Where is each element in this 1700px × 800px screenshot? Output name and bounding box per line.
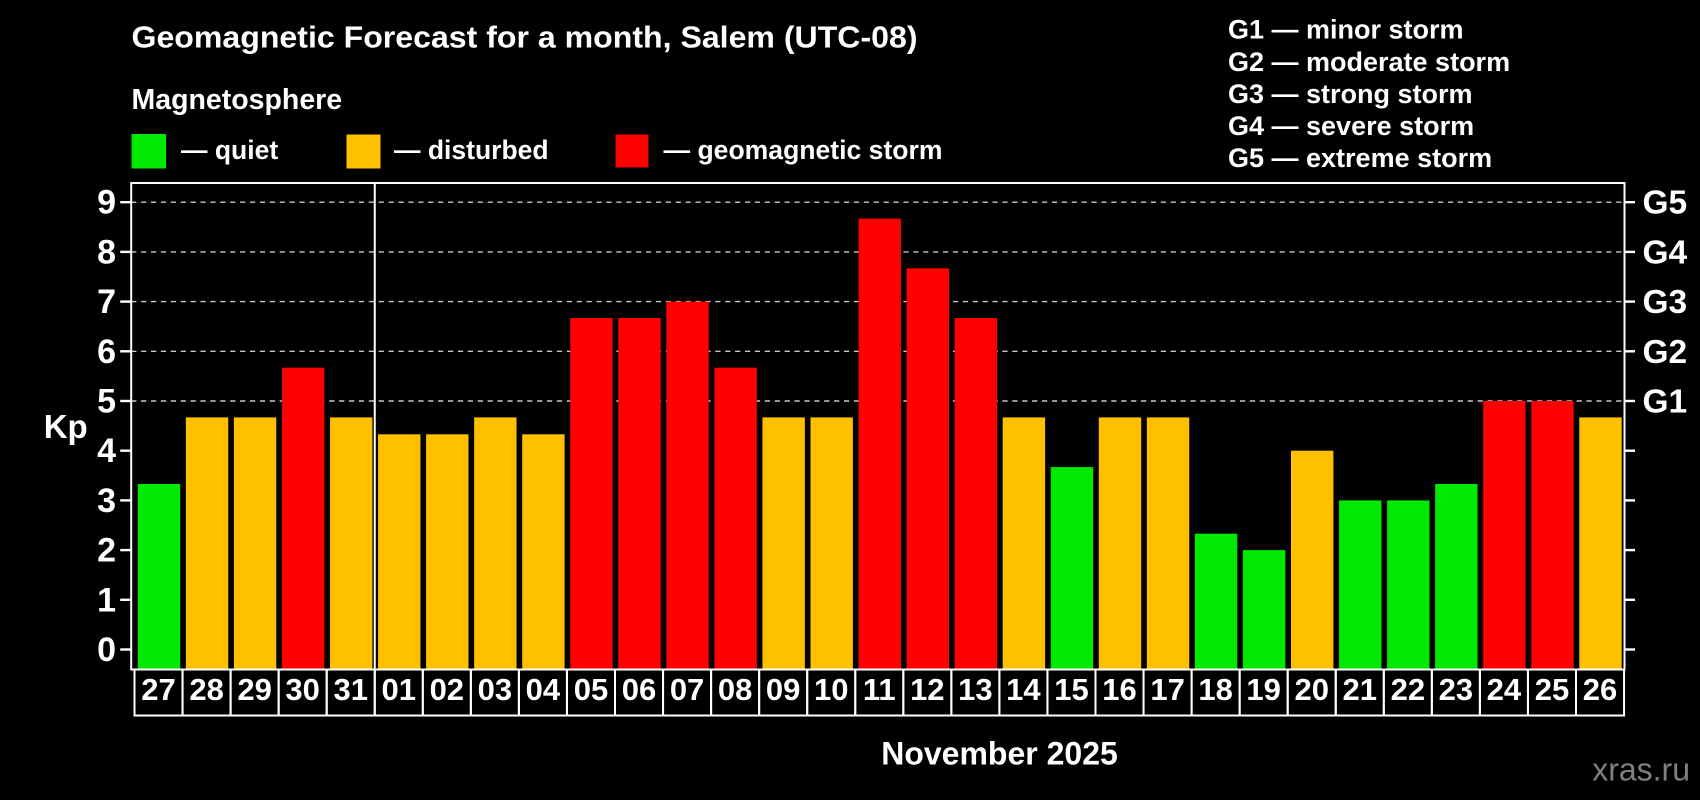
- svg-text:0: 0: [97, 631, 116, 669]
- svg-text:6: 6: [97, 333, 116, 371]
- svg-text:27: 27: [141, 672, 175, 707]
- svg-text:Kp: Kp: [44, 408, 88, 445]
- svg-text:05: 05: [574, 672, 608, 707]
- svg-text:8: 8: [97, 233, 116, 271]
- svg-text:— geomagnetic storm: — geomagnetic storm: [664, 135, 943, 165]
- svg-text:17: 17: [1150, 672, 1184, 707]
- svg-text:xras.ru: xras.ru: [1592, 752, 1690, 788]
- svg-text:2: 2: [97, 532, 116, 570]
- svg-text:19: 19: [1246, 672, 1280, 707]
- svg-text:— disturbed: — disturbed: [394, 135, 549, 165]
- svg-text:G3: G3: [1643, 284, 1688, 321]
- svg-text:G5 — extreme storm: G5 — extreme storm: [1228, 143, 1492, 173]
- svg-text:29: 29: [237, 672, 271, 707]
- svg-text:09: 09: [766, 672, 800, 707]
- svg-text:G2: G2: [1643, 334, 1688, 371]
- svg-text:25: 25: [1535, 672, 1569, 707]
- svg-text:21: 21: [1343, 672, 1377, 707]
- svg-text:06: 06: [622, 672, 656, 707]
- svg-text:10: 10: [814, 672, 848, 707]
- svg-text:03: 03: [478, 672, 512, 707]
- svg-text:3: 3: [97, 482, 116, 520]
- svg-text:G4: G4: [1643, 234, 1688, 271]
- svg-text:02: 02: [430, 672, 464, 707]
- svg-text:31: 31: [333, 672, 367, 707]
- svg-text:— quiet: — quiet: [181, 135, 278, 165]
- svg-text:G3 — strong storm: G3 — strong storm: [1228, 79, 1473, 109]
- svg-text:G2 — moderate storm: G2 — moderate storm: [1228, 47, 1510, 77]
- svg-text:9: 9: [97, 184, 116, 222]
- svg-text:15: 15: [1054, 672, 1088, 707]
- svg-text:01: 01: [382, 672, 416, 707]
- svg-text:5: 5: [97, 382, 116, 420]
- svg-text:14: 14: [1006, 672, 1041, 707]
- svg-text:22: 22: [1391, 672, 1425, 707]
- svg-text:Magnetosphere: Magnetosphere: [132, 84, 343, 116]
- svg-text:1: 1: [97, 581, 116, 619]
- svg-text:08: 08: [718, 672, 752, 707]
- svg-text:G5: G5: [1643, 185, 1688, 222]
- svg-text:7: 7: [97, 283, 116, 321]
- svg-text:13: 13: [958, 672, 992, 707]
- svg-text:07: 07: [670, 672, 704, 707]
- svg-text:20: 20: [1294, 672, 1328, 707]
- svg-text:12: 12: [910, 672, 944, 707]
- svg-text:Geomagnetic Forecast for a mon: Geomagnetic Forecast for a month, Salem …: [132, 20, 918, 55]
- svg-text:04: 04: [526, 672, 561, 707]
- svg-text:G4 — severe storm: G4 — severe storm: [1228, 111, 1474, 141]
- svg-text:23: 23: [1439, 672, 1473, 707]
- svg-text:30: 30: [285, 672, 319, 707]
- svg-text:November 2025: November 2025: [881, 735, 1118, 771]
- svg-text:4: 4: [97, 432, 116, 470]
- svg-text:G1 — minor storm: G1 — minor storm: [1228, 15, 1464, 45]
- svg-text:11: 11: [863, 672, 896, 707]
- svg-text:G1: G1: [1643, 383, 1688, 420]
- svg-text:18: 18: [1198, 672, 1232, 707]
- svg-text:24: 24: [1487, 672, 1522, 707]
- svg-text:26: 26: [1583, 672, 1617, 707]
- svg-text:16: 16: [1102, 672, 1136, 707]
- svg-text:28: 28: [189, 672, 223, 707]
